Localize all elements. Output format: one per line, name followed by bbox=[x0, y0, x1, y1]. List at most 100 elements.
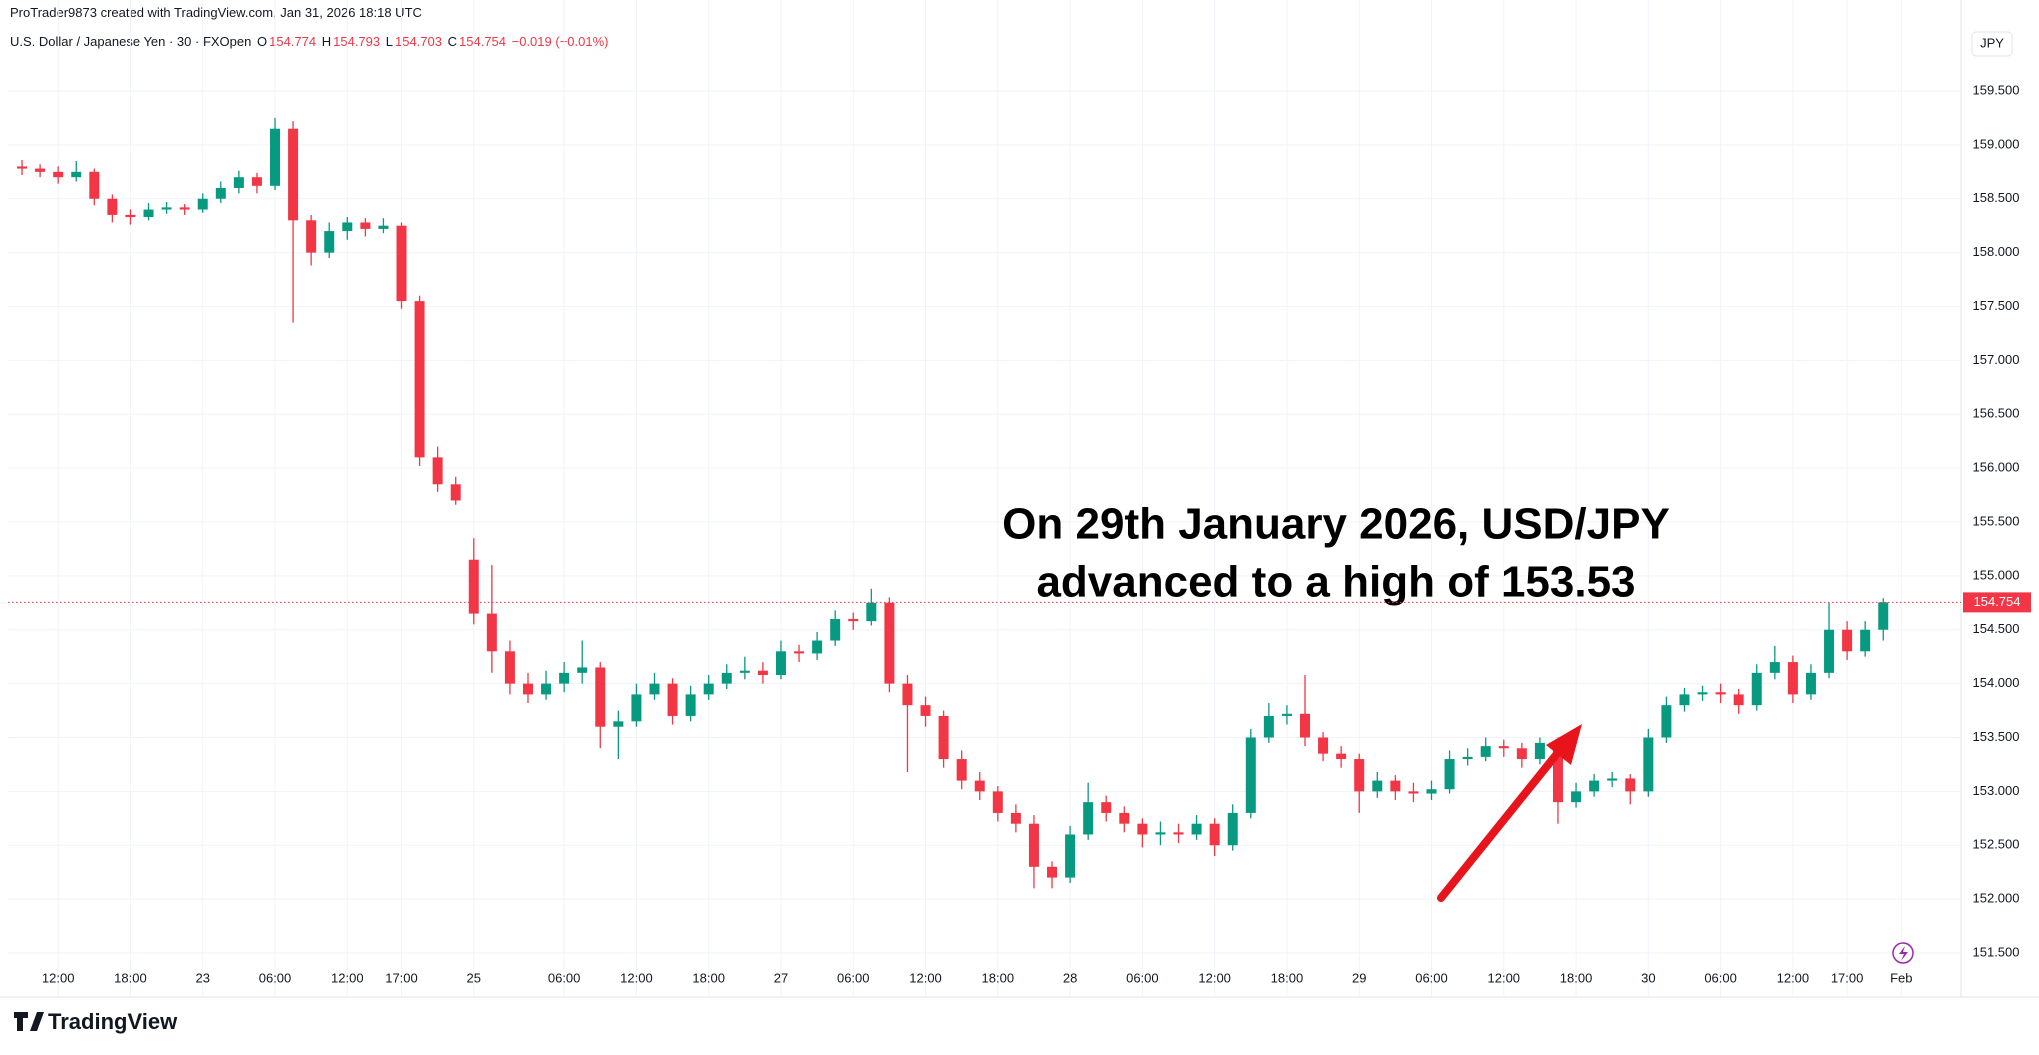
candle-body bbox=[1878, 602, 1889, 630]
candle-body bbox=[848, 618, 859, 622]
arrow bbox=[1437, 746, 1564, 902]
x-tick-label: 17:00 bbox=[1831, 970, 1864, 985]
x-tick-label: 23 bbox=[196, 970, 210, 985]
x-tick-label: 17:00 bbox=[385, 970, 418, 985]
candle-body bbox=[1300, 713, 1311, 738]
candle-body bbox=[89, 171, 100, 199]
y-tick-label: 152.500 bbox=[1973, 837, 2020, 852]
candle-body bbox=[974, 780, 985, 792]
candle-body bbox=[378, 225, 389, 229]
candle-body bbox=[1336, 753, 1347, 760]
candle-body bbox=[920, 705, 931, 716]
candle-body bbox=[794, 651, 805, 654]
candle-body bbox=[595, 667, 606, 727]
candle-body bbox=[757, 670, 768, 676]
y-tick-label: 156.500 bbox=[1973, 406, 2020, 421]
candle-body bbox=[1119, 812, 1130, 824]
candle-body bbox=[1028, 823, 1039, 867]
candle-body bbox=[1010, 812, 1021, 824]
candle-body bbox=[1390, 780, 1401, 792]
candle-body bbox=[559, 672, 570, 684]
change: −0.019 (−0.01%) bbox=[511, 34, 609, 49]
candle-body bbox=[504, 651, 515, 684]
ohlc-value: 154.774 bbox=[269, 34, 317, 49]
candle-body bbox=[197, 198, 208, 210]
candle-body bbox=[685, 694, 696, 716]
candles bbox=[17, 117, 1889, 889]
candle-body bbox=[775, 651, 786, 676]
candle-body bbox=[143, 209, 154, 218]
alert-icon-bolt bbox=[1899, 946, 1908, 961]
candle-body bbox=[215, 187, 226, 199]
x-tick-label: 12:00 bbox=[42, 970, 75, 985]
candle-body bbox=[1354, 759, 1365, 792]
candle-body bbox=[107, 198, 118, 215]
candle-body bbox=[1787, 662, 1798, 695]
symbol-legend: U.S. Dollar / Japanese Yen · 30 · FXOpen… bbox=[10, 34, 610, 49]
candle-body bbox=[1697, 692, 1708, 695]
candle-body bbox=[1751, 672, 1762, 706]
candle-body bbox=[233, 177, 244, 188]
candle-body bbox=[1824, 629, 1835, 673]
y-tick-label: 152.000 bbox=[1973, 891, 2020, 906]
x-tick-label: 25 bbox=[467, 970, 481, 985]
candle-body bbox=[884, 602, 895, 684]
candle-body bbox=[1860, 629, 1871, 652]
x-tick-label: 12:00 bbox=[1488, 970, 1521, 985]
candle-body bbox=[306, 220, 317, 253]
ohlc-label: C bbox=[447, 34, 457, 49]
candle-body bbox=[1552, 742, 1563, 803]
logo-mark bbox=[14, 1012, 44, 1031]
last-price-box bbox=[1963, 592, 2031, 613]
arrow-head bbox=[1546, 724, 1582, 765]
annotation: advanced to a high of 153.53 bbox=[1036, 558, 1635, 607]
candle-body bbox=[938, 715, 949, 760]
ohlc-label: H bbox=[321, 34, 332, 49]
candle-body bbox=[631, 694, 642, 722]
candle-body bbox=[468, 559, 479, 614]
candle-body bbox=[1263, 715, 1274, 738]
candle-body bbox=[1842, 629, 1853, 652]
candle-body bbox=[1571, 791, 1582, 803]
candle-body bbox=[649, 683, 660, 695]
candle-body bbox=[703, 683, 714, 695]
candle-body bbox=[667, 683, 678, 716]
x-tick-label: 12:00 bbox=[1777, 970, 1810, 985]
currency-box[interactable] bbox=[1971, 31, 2013, 57]
x-tick-label: 12:00 bbox=[331, 970, 364, 985]
x-tick-label: 27 bbox=[774, 970, 788, 985]
candle-body bbox=[1661, 705, 1672, 738]
candle-body bbox=[396, 225, 407, 302]
candle-body bbox=[1805, 672, 1816, 695]
x-tick-label: 06:00 bbox=[1704, 970, 1737, 985]
candle-body bbox=[342, 222, 353, 232]
candle-body bbox=[1426, 789, 1437, 794]
candle-body bbox=[866, 602, 877, 622]
x-tick-label: 06:00 bbox=[259, 970, 292, 985]
candle-body bbox=[270, 128, 281, 186]
y-tick-label: 154.000 bbox=[1973, 675, 2020, 690]
x-tick-label: 18:00 bbox=[114, 970, 147, 985]
candle-body bbox=[721, 672, 732, 684]
candle-body bbox=[1715, 692, 1726, 695]
candle-body bbox=[577, 667, 588, 673]
ohlc-value: 154.754 bbox=[459, 34, 506, 49]
candle-body bbox=[1155, 832, 1166, 835]
candle-body bbox=[1209, 823, 1220, 846]
candle-body bbox=[1516, 748, 1527, 760]
candle-body bbox=[1589, 780, 1600, 792]
x-tick-label: 30 bbox=[1641, 970, 1655, 985]
candle-body bbox=[1480, 746, 1491, 757]
candle-body bbox=[1281, 713, 1292, 716]
candle-body bbox=[1607, 778, 1618, 781]
candle-body bbox=[830, 618, 841, 641]
candle-body bbox=[324, 231, 335, 253]
candle-body bbox=[1643, 737, 1654, 792]
candle-body bbox=[1625, 778, 1636, 792]
ohlc-label: O bbox=[256, 34, 268, 49]
y-tick-label: 156.000 bbox=[1973, 460, 2020, 475]
x-tick-label: Feb bbox=[1890, 970, 1912, 985]
candle-body bbox=[1769, 662, 1780, 673]
x-tick-label: 28 bbox=[1063, 970, 1077, 985]
y-tick-label: 155.000 bbox=[1973, 567, 2020, 582]
